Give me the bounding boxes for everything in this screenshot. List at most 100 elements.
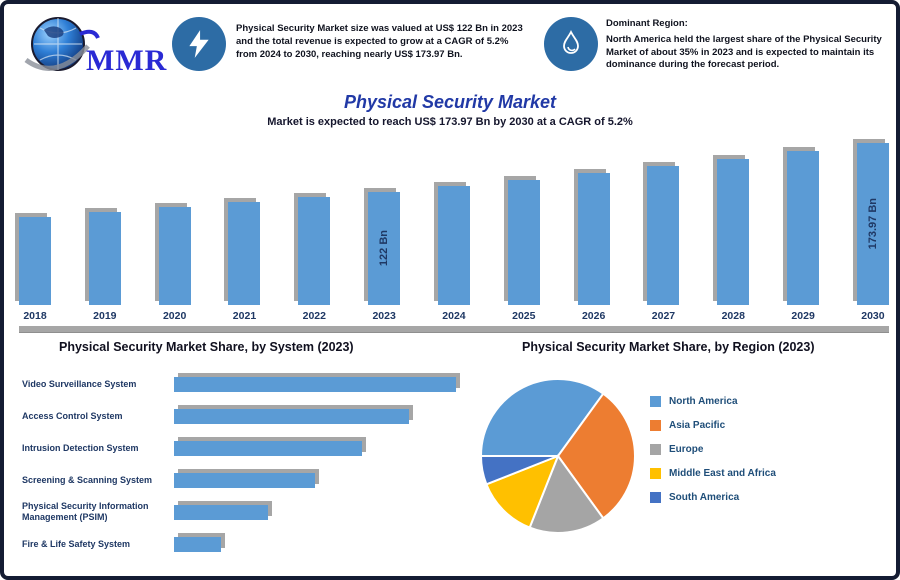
year-label: 2020 bbox=[162, 310, 187, 322]
bar-column-2020: 2020 bbox=[158, 134, 191, 322]
pie-legend: North America Asia Pacific Europe Middle Ea… bbox=[650, 396, 776, 503]
bar-column-2028: 2028 bbox=[717, 134, 750, 322]
legend-label: Europe bbox=[669, 444, 704, 455]
market-size-bar-chart: 2018 2019 2020 2021 2022 122 Bn 2023 2024 2025 20… bbox=[19, 134, 889, 322]
drop-icon bbox=[544, 17, 598, 71]
year-label: 2019 bbox=[93, 310, 117, 322]
highlight-2-title: Dominant Region: bbox=[606, 18, 688, 29]
legend-label: South America bbox=[669, 492, 740, 503]
bar-column-2023: 122 Bn 2023 bbox=[368, 134, 401, 322]
bar-column-2021: 2021 bbox=[228, 134, 261, 322]
system-bar bbox=[174, 504, 268, 520]
logo-text: MMR bbox=[86, 44, 167, 77]
bar-2019 bbox=[88, 212, 121, 305]
bar-2018 bbox=[19, 217, 51, 305]
system-bar bbox=[174, 408, 409, 424]
legend-swatch bbox=[650, 420, 661, 431]
pie-slice-north-america bbox=[479, 378, 605, 457]
page-title: Physical Security Market bbox=[343, 92, 557, 112]
bar-column-2024: 2024 bbox=[437, 134, 470, 322]
system-label: Screening & Scanning System bbox=[22, 474, 153, 485]
highlight-2-text: North America held the largest share of … bbox=[606, 33, 882, 71]
system-bar bbox=[174, 472, 315, 488]
bar-2025 bbox=[507, 180, 540, 305]
year-label: 2021 bbox=[232, 310, 257, 322]
pie-slice-south-america bbox=[479, 455, 559, 486]
legend-label: North America bbox=[669, 396, 738, 407]
year-label: 2023 bbox=[372, 310, 396, 322]
chart-axis-divider bbox=[19, 326, 889, 333]
system-row: Intrusion Detection System bbox=[22, 432, 464, 464]
system-chart-title: Physical Security Market Share, by Syste… bbox=[59, 340, 354, 354]
system-label: Physical Security Information Management… bbox=[22, 501, 149, 522]
year-label: 2029 bbox=[791, 310, 815, 322]
globe-icon bbox=[24, 17, 100, 71]
legend-swatch bbox=[650, 492, 661, 503]
system-row: Screening & Scanning System bbox=[22, 464, 464, 496]
bar-value-label: 173.97 Bn bbox=[866, 198, 879, 250]
pie-slice-asia-pacific bbox=[556, 392, 636, 520]
legend-item: North America bbox=[650, 396, 776, 407]
bar-column-2026: 2026 bbox=[577, 134, 610, 322]
system-row: Access Control System bbox=[22, 400, 464, 432]
bar-2029 bbox=[787, 151, 820, 305]
pie-slice-middle-east-and-africa bbox=[485, 454, 560, 529]
bar-2027 bbox=[647, 166, 680, 305]
year-label: 2030 bbox=[861, 310, 885, 322]
bar-value-label: 122 Bn bbox=[378, 230, 391, 267]
bar-2030: 173.97 Bn bbox=[856, 143, 889, 305]
year-label: 2025 bbox=[512, 310, 536, 322]
system-bar bbox=[174, 376, 456, 392]
bar-2024 bbox=[437, 186, 470, 305]
system-bar-track bbox=[174, 408, 464, 424]
system-bar-track bbox=[174, 536, 464, 552]
system-row: Physical Security Information Management… bbox=[22, 496, 464, 528]
pie-svg bbox=[479, 378, 636, 534]
system-bar-track bbox=[174, 376, 464, 392]
bar-2026 bbox=[577, 173, 610, 305]
legend-swatch bbox=[650, 444, 661, 455]
system-bar bbox=[174, 440, 362, 456]
year-label: 2024 bbox=[442, 310, 466, 322]
bar-2022 bbox=[298, 197, 331, 305]
system-row: Fire & Life Safety System bbox=[22, 528, 464, 560]
header-highlight-2: Dominant Region: North America held the … bbox=[606, 18, 892, 72]
legend-swatch bbox=[650, 468, 661, 479]
year-label: 2027 bbox=[651, 310, 676, 322]
system-bar-track bbox=[174, 504, 464, 520]
bar-column-2030: 173.97 Bn 2030 bbox=[856, 134, 889, 322]
legend-label: Asia Pacific bbox=[669, 420, 726, 431]
system-label: Intrusion Detection System bbox=[22, 442, 139, 453]
bar-2023: 122 Bn bbox=[368, 192, 401, 305]
year-label: 2018 bbox=[23, 310, 47, 322]
legend-label: Middle East and Africa bbox=[669, 468, 776, 479]
system-share-bar-chart: Video Surveillance System Access Control … bbox=[22, 368, 464, 560]
legend-item: South America bbox=[650, 492, 776, 503]
page-subtitle: Market is expected to reach US$ 173.97 B… bbox=[267, 116, 633, 128]
bar-column-2022: 2022 bbox=[298, 134, 331, 322]
region-chart-title: Physical Security Market Share, by Regio… bbox=[522, 340, 815, 354]
mmr-logo: MMR bbox=[24, 17, 167, 77]
year-label: 2026 bbox=[581, 310, 606, 322]
legend-swatch bbox=[650, 396, 661, 407]
system-bar-track bbox=[174, 440, 464, 456]
lightning-icon bbox=[172, 17, 226, 71]
legend-item: Europe bbox=[650, 444, 776, 455]
system-bar-track bbox=[174, 472, 464, 488]
bar-column-2027: 2027 bbox=[647, 134, 680, 322]
bar-column-2019: 2019 bbox=[88, 134, 121, 322]
system-bar bbox=[174, 536, 221, 552]
year-label: 2028 bbox=[721, 310, 745, 322]
year-label: 2022 bbox=[302, 310, 326, 322]
bar-column-2029: 2029 bbox=[787, 134, 820, 322]
system-row: Video Surveillance System bbox=[22, 368, 464, 400]
pie-slice-europe bbox=[528, 453, 605, 534]
bar-2028 bbox=[717, 159, 750, 305]
region-share-pie-chart bbox=[472, 370, 644, 542]
system-label: Fire & Life Safety System bbox=[22, 538, 131, 549]
bar-2020 bbox=[158, 207, 191, 305]
bar-2021 bbox=[228, 202, 261, 305]
bar-column-2025: 2025 bbox=[507, 134, 540, 322]
header-highlight-1: Physical Security Market size was valued… bbox=[236, 23, 523, 60]
